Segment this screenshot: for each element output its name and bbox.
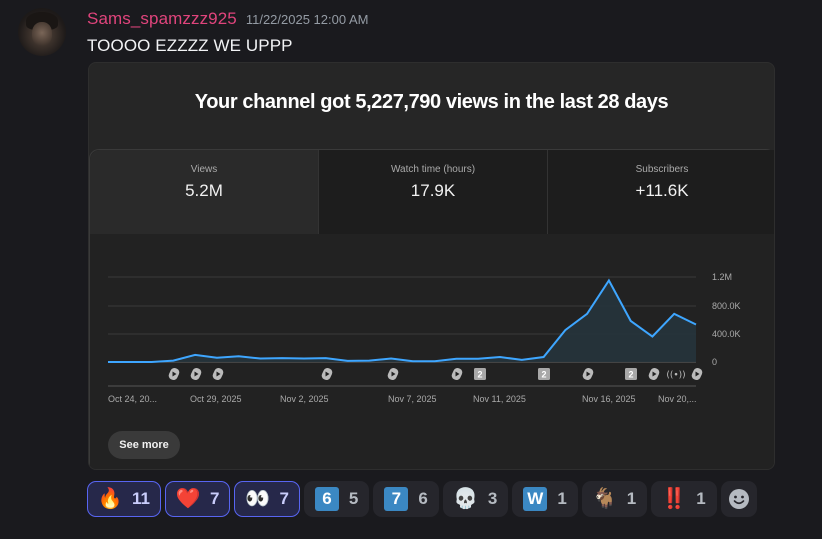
stats-row: Views 5.2M Watch time (hours) 17.9K Subs… xyxy=(90,150,774,234)
regional-w-icon: W xyxy=(523,487,548,511)
views-chart: 0 400.0K 800.0K 1.2M Oct 24, 20... Oct 29, 2… xyxy=(108,272,741,404)
shorts-icon[interactable] xyxy=(690,367,703,382)
y-tick-label: 0 xyxy=(712,357,717,367)
smiley-icon xyxy=(728,489,749,509)
svg-text:2: 2 xyxy=(628,370,633,380)
x-tick-label: Oct 24, 20... xyxy=(108,394,157,404)
y-axis-labels: 0 400.0K 800.0K 1.2M xyxy=(712,272,741,367)
seven-icon: 7 xyxy=(384,487,409,511)
reaction-double-exclamation[interactable]: ‼️ 1 xyxy=(651,481,717,517)
stat-watch-time[interactable]: Watch time (hours) 17.9K xyxy=(318,150,548,234)
fire-icon: 🔥 xyxy=(97,488,123,510)
y-tick-label: 1.2M xyxy=(712,272,732,282)
live-icon[interactable]: ((•)) xyxy=(666,371,685,381)
message-header: Sams_spamzzz925 11/22/2025 12:00 AM xyxy=(87,9,368,29)
reactions-bar: 🔥 11 ❤️ 7 👀 7 6 5 7 6 💀 3 W 1 🐐 1 ‼️ 1 xyxy=(87,481,757,517)
see-more-button[interactable]: See more xyxy=(108,431,180,459)
stat-views[interactable]: Views 5.2M xyxy=(90,150,318,234)
y-tick-label: 800.0K xyxy=(712,301,741,311)
reaction-goat[interactable]: 🐐 1 xyxy=(581,481,648,517)
shorts-icon[interactable] xyxy=(386,367,399,382)
x-tick-label: Nov 16, 2025 xyxy=(582,394,636,404)
shorts-icon[interactable] xyxy=(647,367,660,382)
heart-icon: ❤️ xyxy=(175,488,201,510)
svg-text:2: 2 xyxy=(477,370,482,380)
stat-subscribers[interactable]: Subscribers +11.6K xyxy=(548,150,774,234)
reaction-count: 11 xyxy=(132,489,150,508)
analytics-card: Views 5.2M Watch time (hours) 17.9K Subs… xyxy=(89,149,774,469)
video-count-icon[interactable]: 2 xyxy=(538,368,550,380)
shorts-icon[interactable] xyxy=(167,367,180,382)
six-icon: 6 xyxy=(314,487,339,511)
reaction-skull[interactable]: 💀 3 xyxy=(442,481,509,517)
reaction-count: 1 xyxy=(626,489,637,508)
stat-value: +11.6K xyxy=(635,181,689,200)
shorts-icon[interactable] xyxy=(320,367,333,382)
reaction-count: 1 xyxy=(557,489,567,508)
x-tick-label: Oct 29, 2025 xyxy=(190,394,242,404)
svg-text:2: 2 xyxy=(541,370,546,380)
x-tick-label: Nov 2, 2025 xyxy=(280,394,329,404)
double-exclamation-icon: ‼️ xyxy=(661,488,687,510)
x-tick-label: Nov 7, 2025 xyxy=(388,394,437,404)
views-line xyxy=(108,278,697,363)
shorts-icon[interactable] xyxy=(450,367,463,382)
avatar[interactable] xyxy=(18,8,66,56)
message-text: TOOOO EZZZZ WE UPPP xyxy=(87,36,293,55)
embed-title: Your channel got 5,227,790 views in the … xyxy=(194,91,669,113)
embed-image[interactable]: Your channel got 5,227,790 views in the … xyxy=(88,62,775,470)
reaction-count: 5 xyxy=(348,489,359,508)
reaction-eyes[interactable]: 👀 7 xyxy=(234,481,300,517)
reaction-count: 7 xyxy=(279,489,289,508)
video-count-icon[interactable]: 2 xyxy=(625,368,637,380)
x-tick-label: Nov 11, 2025 xyxy=(473,394,526,404)
shorts-icon[interactable] xyxy=(581,367,594,382)
goat-icon: 🐐 xyxy=(592,488,618,510)
reaction-count: 7 xyxy=(209,489,220,508)
shorts-icon[interactable] xyxy=(211,367,224,382)
x-axis-labels: Oct 24, 20... Oct 29, 2025 Nov 2, 2025 Nov … xyxy=(108,394,697,404)
stat-label: Views xyxy=(190,164,218,175)
stat-value: 17.9K xyxy=(410,181,456,200)
add-reaction-button[interactable] xyxy=(720,481,757,517)
reaction-count: 3 xyxy=(487,489,498,508)
reaction-fire[interactable]: 🔥 11 xyxy=(87,481,161,517)
stat-label: Watch time (hours) xyxy=(390,164,476,175)
shorts-icon[interactable] xyxy=(189,367,202,382)
area-fill xyxy=(108,280,696,362)
video-count-icon[interactable]: 2 xyxy=(474,368,486,380)
reaction-count: 6 xyxy=(418,489,428,508)
reaction-heart[interactable]: ❤️ 7 xyxy=(164,481,231,517)
stat-label: Subscribers xyxy=(635,164,689,175)
username[interactable]: Sams_spamzzz925 xyxy=(87,9,237,28)
content-markers: 2 2 2 ((•)) xyxy=(167,367,703,382)
reaction-count: 1 xyxy=(696,489,706,508)
y-tick-label: 400.0K xyxy=(712,329,741,339)
avatar-face xyxy=(32,22,52,46)
x-tick-label: Nov 20,... xyxy=(658,394,697,404)
timestamp: 11/22/2025 12:00 AM xyxy=(245,12,369,27)
svg-text:((•)): ((•)) xyxy=(666,371,685,381)
skull-icon: 💀 xyxy=(453,488,479,510)
eyes-icon: 👀 xyxy=(245,488,270,510)
stat-value: 5.2M xyxy=(185,181,223,200)
